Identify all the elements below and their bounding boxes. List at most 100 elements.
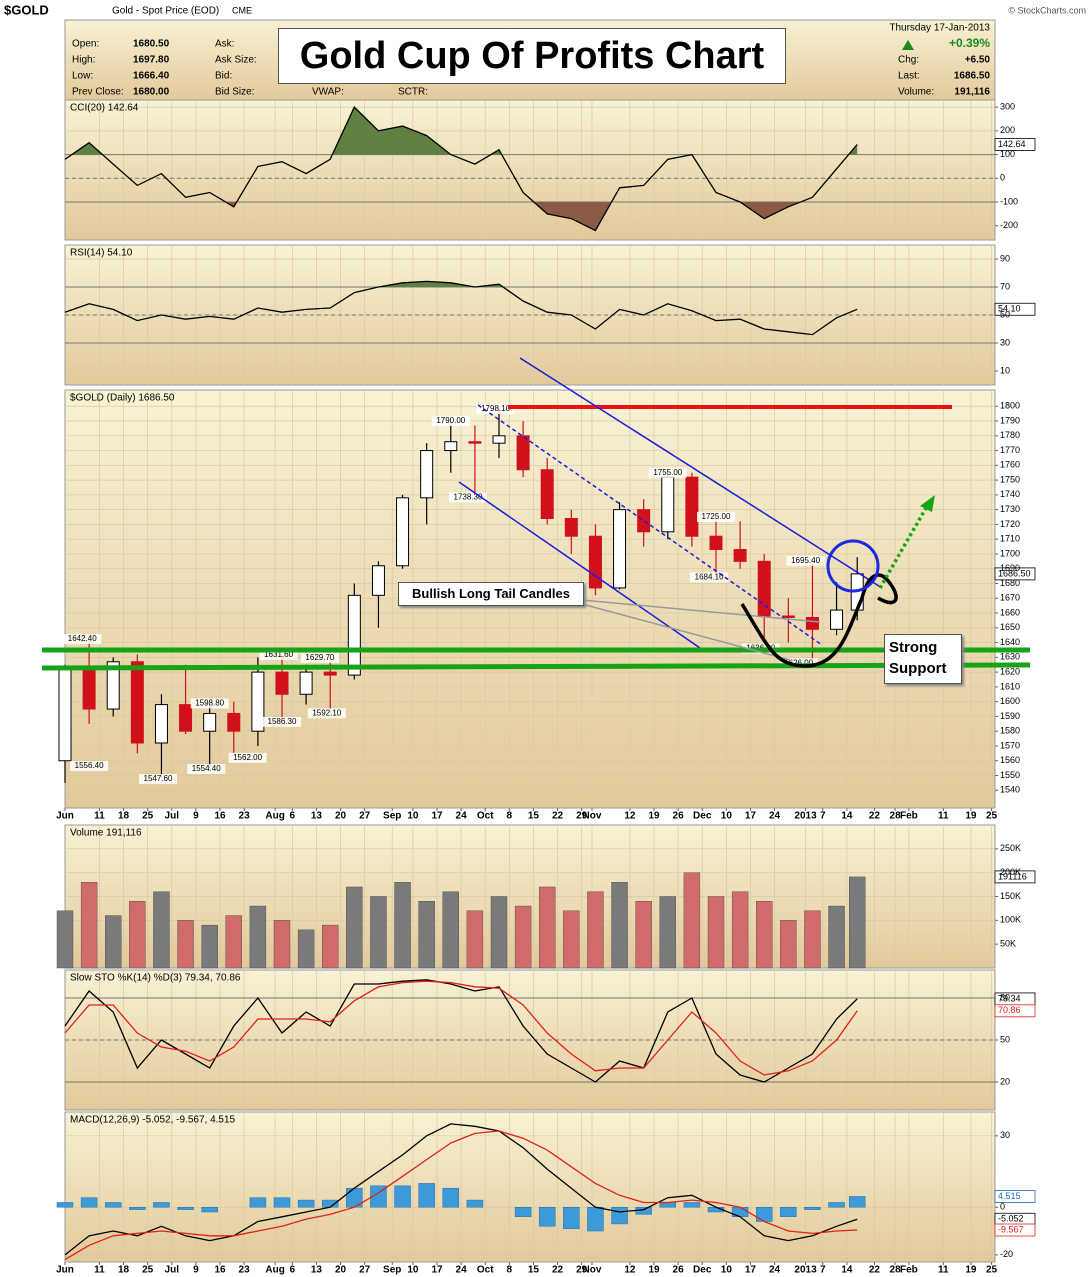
- x-tick-label: Oct: [477, 811, 494, 822]
- value-box-label: -5.052: [998, 1214, 1024, 1224]
- note: Strong Support: [889, 639, 947, 677]
- x-tick-label: Dec: [693, 1265, 712, 1276]
- volume-bar: [849, 876, 866, 969]
- y-tick-label: 1770: [1000, 445, 1020, 455]
- price-label: 1562.00: [233, 753, 262, 762]
- y-tick-label: 1680: [1000, 578, 1020, 588]
- value-box-label: 79.34: [998, 993, 1021, 1003]
- candle-body: [82, 668, 96, 710]
- price-label-bg: [70, 761, 109, 772]
- candle-body: [830, 609, 844, 630]
- y-tick-label: 30: [1000, 1130, 1010, 1140]
- field-label: Ask Size:: [215, 55, 257, 66]
- histogram-bar: [587, 1206, 604, 1232]
- pointer-line: [581, 599, 821, 623]
- field-value: +6.50: [965, 55, 991, 66]
- volume-bar: [442, 891, 459, 969]
- price-label: 1755.00: [653, 468, 682, 477]
- series-line: [64, 979, 858, 1083]
- x-tick-label: Sep: [383, 811, 401, 822]
- x-tick-label: Jun: [56, 1265, 74, 1276]
- x-tick-label: 9: [193, 1265, 199, 1276]
- x-tick-label: 23: [239, 1265, 251, 1276]
- x-tick-label: 17: [745, 811, 757, 822]
- candle-body: [781, 615, 795, 618]
- field-value: 1680.00: [133, 87, 170, 98]
- candle-body: [564, 518, 578, 537]
- x-tick-label: 23: [239, 811, 251, 822]
- x-tick-label: 10: [407, 811, 419, 822]
- highlight-circle: [826, 539, 880, 593]
- candle-body: [733, 549, 747, 562]
- price-label: 1629.70: [305, 653, 334, 662]
- value-box: [994, 138, 1036, 151]
- histogram-bar: [514, 1206, 532, 1218]
- x-tick-label: 10: [721, 811, 733, 822]
- price-label-bg: [263, 716, 301, 727]
- x-tick-label: 9: [193, 811, 199, 822]
- field-label: VWAP:: [312, 87, 344, 98]
- x-tick-label: 20: [335, 1265, 347, 1276]
- volume-bar: [804, 910, 821, 969]
- y-tick-label: 1710: [1000, 534, 1020, 544]
- x-tick-label: 22: [552, 811, 564, 822]
- y-tick-label: 1630: [1000, 652, 1020, 662]
- candle-body: [179, 704, 193, 732]
- x-tick-label: 27: [359, 1265, 371, 1276]
- candle-body: [613, 509, 627, 589]
- price-label: 1631.60: [264, 650, 293, 659]
- y-tick-label: 1670: [1000, 593, 1020, 603]
- histogram-bar: [104, 1202, 122, 1208]
- candle-body: [757, 560, 771, 617]
- volume-bar: [225, 915, 242, 969]
- support-line: [41, 662, 1031, 671]
- histogram-bar: [201, 1206, 218, 1213]
- x-tick-label: Nov: [583, 1265, 602, 1276]
- volume-bar: [611, 882, 628, 969]
- series-line: [64, 1130, 858, 1261]
- histogram-bar: [370, 1185, 387, 1208]
- series-line: [64, 1123, 858, 1256]
- price-label-bg: [786, 555, 825, 566]
- y-tick-label: 50: [1000, 1034, 1010, 1044]
- series-line: [64, 105, 858, 232]
- volume-bar: [418, 901, 435, 969]
- pointer-line: [581, 603, 791, 661]
- histogram-bar: [321, 1199, 339, 1208]
- y-tick-label: 1760: [1000, 460, 1020, 470]
- histogram-bar: [442, 1187, 460, 1208]
- histogram-bar: [153, 1202, 170, 1208]
- y-tick-label: -20: [1000, 1249, 1013, 1259]
- x-tick-label: 18: [118, 811, 130, 822]
- y-tick-label: 1550: [1000, 770, 1020, 780]
- x-tick-label: 11: [94, 811, 105, 822]
- y-tick-label: 20: [1000, 1076, 1010, 1086]
- value-box: [994, 870, 1036, 884]
- volume-bar: [659, 896, 676, 969]
- x-tick-label: 19: [648, 811, 660, 822]
- field-value: 1666.40: [133, 71, 170, 82]
- y-tick-label: 1570: [1000, 740, 1020, 750]
- value-box: [994, 1190, 1036, 1203]
- panel-label: CCI(20) 142.64: [70, 103, 139, 114]
- value-box-label: 142.64: [998, 139, 1026, 149]
- note-box: Strong Support: [884, 634, 962, 684]
- value-box-label: 70.86: [998, 1005, 1021, 1015]
- y-tick-label: 1600: [1000, 696, 1020, 706]
- histogram-bar: [56, 1202, 74, 1208]
- x-tick-label: 25: [142, 811, 154, 822]
- y-tick-label: 200: [1000, 125, 1015, 135]
- x-tick-label: 22: [552, 1265, 564, 1276]
- field-value: 1686.50: [954, 71, 991, 82]
- x-tick-label: 24: [769, 811, 781, 822]
- x-tick-label: 12: [624, 1265, 636, 1276]
- histogram-bar: [273, 1197, 291, 1208]
- price-label-bg: [697, 512, 735, 523]
- volume-bar: [587, 891, 604, 969]
- cup-curve: [740, 573, 898, 668]
- volume-bar: [129, 901, 146, 969]
- x-tick-label: 12: [624, 811, 636, 822]
- value-box-label: 1686.50: [998, 568, 1031, 578]
- candle-body: [396, 497, 410, 567]
- panel-label: RSI(14) 54.10: [70, 248, 133, 259]
